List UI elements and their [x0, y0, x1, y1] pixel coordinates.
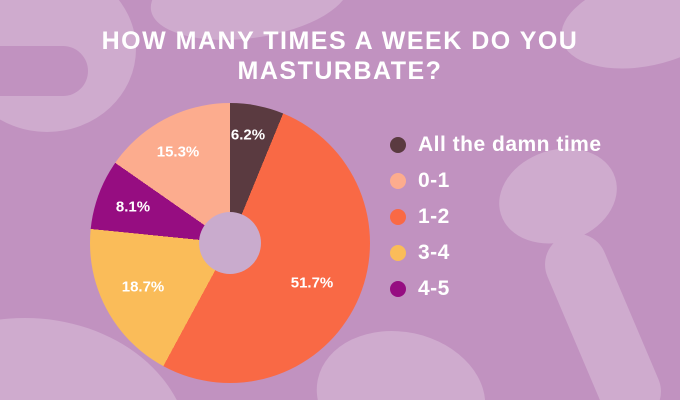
legend-item-all-the-damn-time: All the damn time	[390, 134, 602, 156]
donut-chart: 6.2% 51.7% 18.7% 8.1% 15.3%	[90, 103, 370, 383]
legend-label: 1-2	[418, 205, 450, 228]
legend-dot	[390, 173, 406, 189]
legend-label: 4-5	[418, 277, 450, 300]
legend-dot	[390, 245, 406, 261]
legend-label: 0-1	[418, 169, 450, 192]
slice-label-0-1: 15.3%	[156, 143, 200, 161]
slice-label-3-4: 18.7%	[121, 278, 165, 296]
background-blob	[0, 46, 88, 96]
chart-legend: All the damn time 0-1 1-2 3-4 4-5	[390, 134, 602, 300]
title-line-2: MASTURBATE?	[237, 57, 443, 85]
slice-label-4-5: 8.1%	[115, 198, 151, 216]
legend-dot	[390, 209, 406, 225]
legend-item-4-5: 4-5	[390, 278, 602, 300]
slice-label-1-2: 51.7%	[290, 274, 334, 292]
legend-item-0-1: 0-1	[390, 170, 602, 192]
legend-dot	[390, 281, 406, 297]
legend-label: 3-4	[418, 241, 450, 264]
title-line-1: HOW MANY TIMES A WEEK DO YOU	[101, 27, 579, 55]
slice-label-all-the-damn-time: 6.2%	[230, 126, 266, 144]
legend-label: All the damn time	[418, 133, 602, 156]
legend-item-3-4: 3-4	[390, 242, 602, 264]
page-title: HOW MANY TIMES A WEEK DO YOU MASTURBATE?	[0, 26, 680, 86]
legend-item-1-2: 1-2	[390, 206, 602, 228]
donut-hole	[199, 212, 261, 274]
legend-dot	[390, 137, 406, 153]
